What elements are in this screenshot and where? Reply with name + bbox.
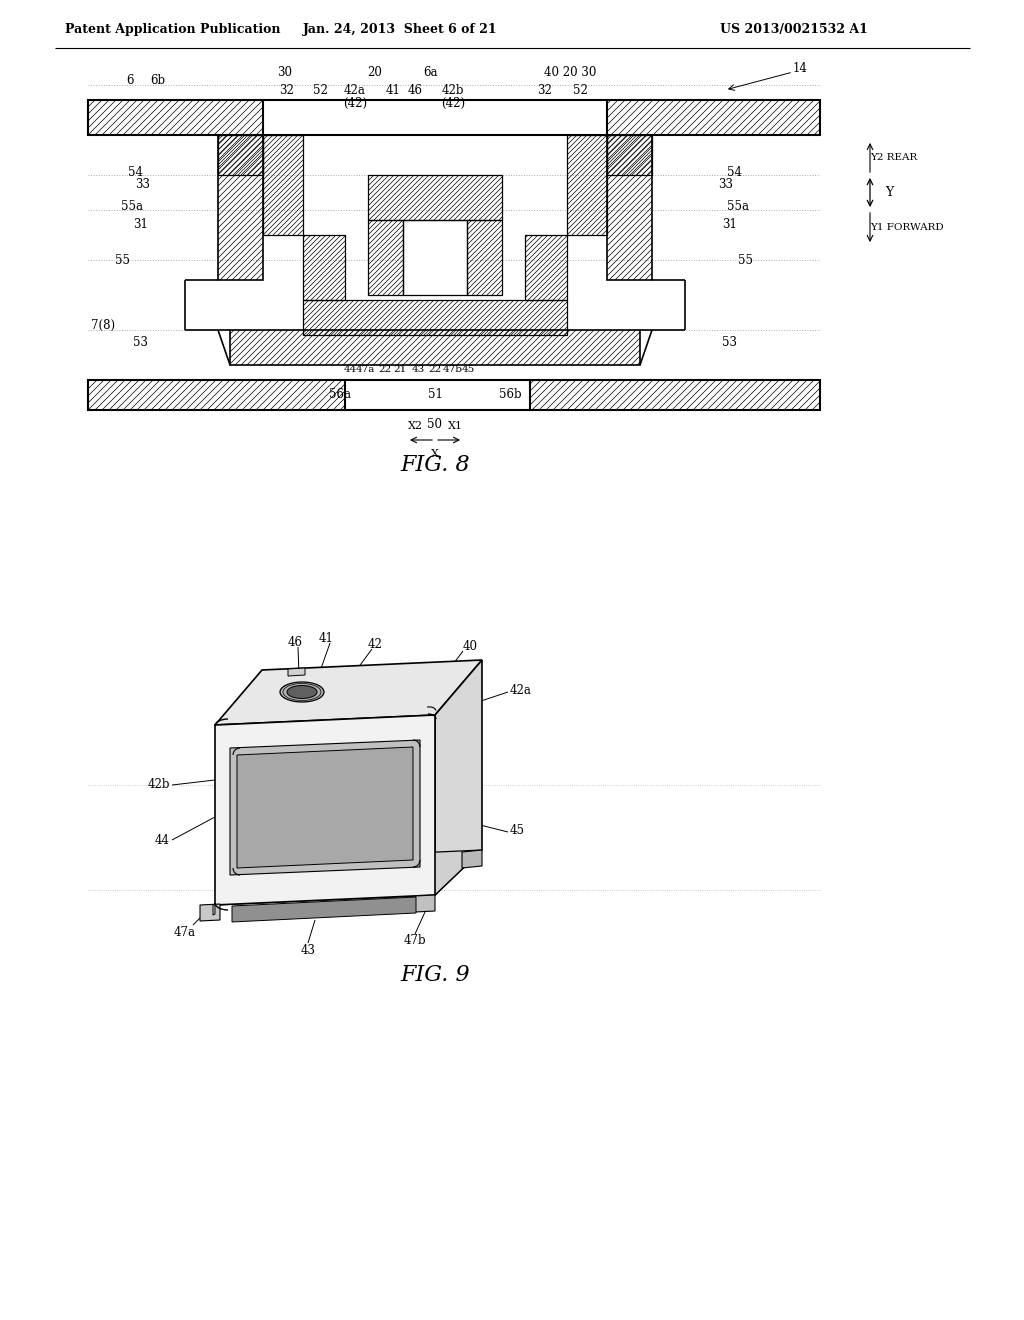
Text: Y1 FORWARD: Y1 FORWARD [870,223,944,232]
Text: 55a: 55a [121,201,143,214]
Text: 43: 43 [412,366,425,375]
Text: 45: 45 [510,824,525,837]
Text: X2: X2 [408,421,423,432]
Text: 56a: 56a [329,388,351,401]
Text: FIG. 8: FIG. 8 [400,454,470,477]
Polygon shape [215,850,482,906]
Text: X: X [431,449,439,459]
Text: 41: 41 [318,631,334,644]
Ellipse shape [287,685,317,698]
Ellipse shape [280,682,324,702]
Text: 30: 30 [278,66,293,78]
Text: 46: 46 [288,635,302,648]
Polygon shape [215,660,482,725]
Text: Y: Y [885,186,893,199]
Text: 42a: 42a [344,83,366,96]
Text: 55: 55 [115,253,130,267]
Text: 22: 22 [428,366,441,375]
Text: (42): (42) [441,96,465,110]
Text: 32: 32 [538,83,552,96]
Text: 52: 52 [312,83,328,96]
Text: 47b: 47b [403,933,426,946]
Polygon shape [200,904,220,921]
Polygon shape [288,668,305,676]
Polygon shape [232,898,416,921]
Text: 22: 22 [379,366,391,375]
Text: (42): (42) [343,96,367,110]
Text: 6b: 6b [151,74,166,87]
Text: 50: 50 [427,418,442,432]
Text: 42: 42 [368,638,382,651]
Text: Y2 REAR: Y2 REAR [870,153,918,161]
Text: 40 20 30: 40 20 30 [544,66,596,78]
Text: 52: 52 [572,83,588,96]
Text: Patent Application Publication: Patent Application Publication [65,24,281,37]
Text: 14: 14 [793,62,808,74]
Text: 44: 44 [155,833,170,846]
Text: FIG. 9: FIG. 9 [400,964,470,986]
Text: 41: 41 [386,83,400,96]
Polygon shape [230,741,420,875]
Text: Jan. 24, 2013  Sheet 6 of 21: Jan. 24, 2013 Sheet 6 of 21 [303,24,498,37]
Text: 42b: 42b [147,779,170,792]
Text: 43: 43 [300,944,315,957]
Text: 47a: 47a [174,925,196,939]
Text: 6a: 6a [423,66,437,78]
Text: 6: 6 [126,74,134,87]
Text: 31: 31 [722,218,737,231]
Polygon shape [237,747,413,869]
Text: 54: 54 [128,165,143,178]
Text: 47a: 47a [355,366,375,375]
Text: 47b: 47b [443,366,463,375]
Text: 33: 33 [135,178,150,191]
Polygon shape [215,715,435,906]
Polygon shape [462,850,482,869]
Text: 7(8): 7(8) [91,318,115,331]
Text: 20: 20 [368,66,382,78]
Polygon shape [213,906,215,915]
Text: 21: 21 [393,366,407,375]
Text: 55: 55 [738,253,753,267]
Text: 44: 44 [343,366,356,375]
Text: 56b: 56b [499,388,521,401]
Text: 33: 33 [718,178,733,191]
Text: 46: 46 [408,83,423,96]
Text: 32: 32 [280,83,295,96]
Text: 51: 51 [428,388,442,401]
Bar [403,220,467,294]
Text: 54: 54 [727,165,742,178]
Text: 55a: 55a [727,201,749,214]
Text: 42b: 42b [441,83,464,96]
Text: 31: 31 [133,218,148,231]
Text: 42a: 42a [510,684,531,697]
Text: US 2013/0021532 A1: US 2013/0021532 A1 [720,24,868,37]
Text: X1: X1 [447,421,463,432]
Text: 40: 40 [463,639,477,652]
Polygon shape [435,660,482,895]
Text: 45: 45 [462,366,475,375]
Text: 53: 53 [722,335,737,348]
Text: 53: 53 [133,335,148,348]
Polygon shape [415,895,435,912]
